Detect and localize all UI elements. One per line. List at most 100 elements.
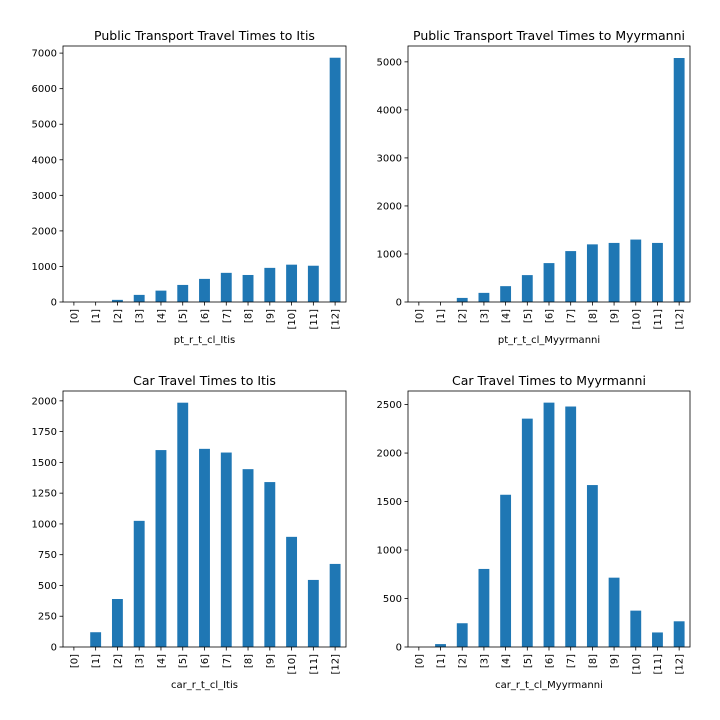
x-tick-label: [4] (156, 309, 167, 323)
x-tick-label: [1] (91, 309, 102, 323)
x-tick-label: [3] (135, 309, 146, 323)
x-tick-label: [8] (588, 654, 599, 668)
bar-4 (155, 290, 167, 302)
x-tick-label: [0] (414, 654, 425, 668)
x-tick-label: [12] (675, 309, 686, 330)
bar-9 (608, 242, 620, 302)
x-tick-label: [9] (610, 309, 621, 323)
x-tick-label: [5] (523, 654, 534, 668)
y-tick-label: 750 (38, 550, 57, 561)
y-tick-label: 1500 (32, 458, 57, 469)
bar-10 (630, 610, 642, 647)
bar-3 (478, 568, 490, 647)
bar-5 (521, 275, 533, 302)
x-tick-label: [9] (265, 309, 276, 323)
bar-5 (521, 418, 533, 647)
x-tick-label: [4] (156, 654, 167, 668)
x-tick-label: [1] (436, 309, 447, 323)
y-tick-label: 5000 (32, 120, 57, 131)
x-tick-label: [5] (523, 309, 534, 323)
y-tick-label: 0 (396, 298, 402, 309)
bar-7 (220, 272, 232, 302)
x-tick-label: [11] (309, 309, 320, 330)
x-tick-label: [12] (675, 654, 686, 675)
x-tick-label: [7] (566, 654, 577, 668)
bar-12 (673, 621, 685, 647)
x-tick-label: [11] (653, 309, 664, 330)
y-tick-label: 0 (51, 298, 57, 309)
x-axis-label: pt_r_t_cl_Myyrmanni (498, 335, 600, 346)
x-tick-label: [6] (545, 309, 556, 323)
y-tick-label: 4000 (377, 105, 402, 116)
bar-9 (264, 482, 276, 647)
y-tick-label: 500 (383, 594, 402, 605)
y-tick-label: 3000 (377, 153, 402, 164)
x-tick-label: [0] (69, 309, 80, 323)
bar-6 (199, 278, 210, 302)
bar-11 (652, 242, 663, 302)
bar-11 (652, 632, 663, 647)
bar-8 (586, 485, 598, 647)
plot-frame (407, 390, 691, 648)
bar-5 (177, 402, 189, 647)
x-axis-label: car_r_t_cl_Itis (171, 680, 238, 691)
y-tick-label: 7000 (32, 49, 57, 60)
y-tick-label: 0 (51, 643, 57, 654)
bar-11 (307, 579, 319, 647)
x-tick-label: [2] (113, 309, 124, 323)
bar-9 (608, 577, 620, 647)
bar-1 (435, 644, 446, 647)
x-axis-label: pt_r_t_cl_Itis (174, 335, 235, 346)
y-tick-label: 1000 (32, 262, 57, 273)
y-tick-label: 1250 (32, 489, 57, 500)
bar-2 (111, 599, 123, 647)
x-tick-label: [3] (135, 654, 146, 668)
x-tick-label: [10] (631, 309, 642, 330)
chart-panel-car-itis: Car Travel Times to Itis car_r_t_cl_Itis… (32, 373, 347, 691)
x-tick-label: [1] (436, 654, 447, 668)
x-tick-label: [11] (653, 654, 664, 675)
bar-9 (264, 267, 276, 302)
bar-5 (177, 284, 189, 302)
bar-7 (220, 452, 232, 647)
bar-10 (630, 239, 642, 302)
x-tick-label: [0] (414, 309, 425, 323)
bar-8 (586, 244, 598, 302)
bar-2 (456, 623, 468, 647)
chart-panel-pt-myyrmanni: Public Transport Travel Times to Myyrman… (377, 28, 691, 346)
bar-11 (307, 265, 319, 302)
y-tick-label: 0 (396, 643, 402, 654)
x-tick-label: [6] (200, 654, 211, 668)
x-tick-label: [7] (222, 654, 233, 668)
chart-title: Public Transport Travel Times to Itis (94, 28, 315, 43)
bar-12 (329, 57, 341, 302)
y-tick-label: 1000 (377, 546, 402, 557)
x-tick-label: [5] (178, 654, 189, 668)
bar-2 (456, 297, 468, 302)
x-tick-label: [8] (244, 654, 255, 668)
bar-12 (329, 563, 341, 647)
y-tick-label: 2000 (377, 201, 402, 212)
bar-4 (500, 494, 512, 647)
bar-8 (242, 469, 254, 647)
y-tick-label: 2000 (377, 449, 402, 460)
plot-frame (407, 45, 691, 303)
y-tick-label: 3000 (32, 191, 57, 202)
bar-6 (199, 448, 210, 647)
bar-7 (565, 406, 577, 647)
bar-6 (543, 263, 555, 302)
x-tick-label: [10] (631, 654, 642, 675)
x-tick-label: [2] (458, 654, 469, 668)
y-tick-label: 1750 (32, 427, 57, 438)
x-tick-label: [8] (588, 309, 599, 323)
x-tick-label: [12] (331, 654, 342, 675)
x-tick-label: [7] (222, 309, 233, 323)
bar-7 (565, 251, 577, 302)
chart-panel-car-myyrmanni: Car Travel Times to Myyrmanni car_r_t_cl… (377, 373, 691, 691)
bar-1 (90, 632, 102, 647)
x-tick-label: [9] (610, 654, 621, 668)
bar-2 (111, 299, 123, 302)
chart-panel-pt-itis: Public Transport Travel Times to Itis pt… (32, 28, 347, 346)
y-tick-label: 1000 (32, 519, 57, 530)
